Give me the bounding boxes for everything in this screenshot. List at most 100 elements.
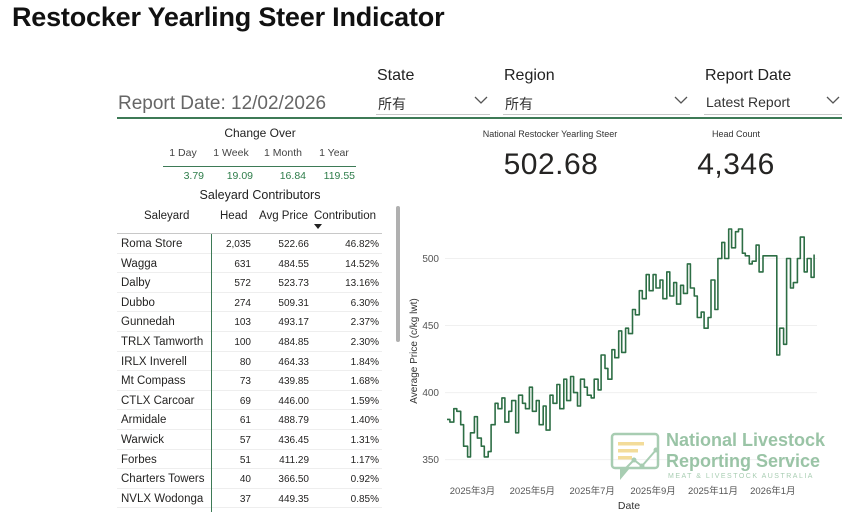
contribution-cell: 6.30% <box>350 297 379 309</box>
table-row[interactable]: Forbes 51 411.29 1.17% <box>117 450 382 470</box>
column-header-contribution[interactable]: Contribution <box>314 210 377 222</box>
contribution-cell: 13.16% <box>345 278 379 290</box>
head-cell: 73 <box>239 376 251 388</box>
table-row[interactable]: Roma Store 2,035 522.66 46.82% <box>117 234 382 254</box>
change-value-1year: 119.55 <box>323 170 355 182</box>
column-header-saleyard[interactable]: Saleyard <box>144 210 190 222</box>
avg-price-cell: 493.17 <box>278 317 309 329</box>
saleyard-name-cell: Mt Compass <box>121 375 186 388</box>
change-header-1year: 1 Year <box>319 147 349 159</box>
contribution-cell: 2.37% <box>350 317 379 329</box>
sort-descending-icon <box>314 224 322 229</box>
x-tick-label: 2025年5月 <box>510 485 555 497</box>
avg-price-cell: 449.35 <box>278 493 309 505</box>
avg-price-cell: 446.00 <box>278 395 309 407</box>
avg-price-cell: 366.50 <box>278 474 309 486</box>
indicator-value: 502.68 <box>503 148 599 181</box>
saleyard-name-cell: NVLX Wodonga <box>121 492 204 505</box>
saleyard-name-cell: Warwick <box>121 434 165 446</box>
change-header-1day: 1 Day <box>169 147 197 159</box>
header-divider <box>117 117 842 119</box>
region-dropdown-value: 所有 <box>505 96 533 112</box>
contribution-cell: 14.52% <box>345 258 379 270</box>
region-dropdown[interactable]: 所有 <box>503 89 690 115</box>
logo-text-line2: Reporting Service <box>666 451 821 471</box>
state-filter-label: State <box>377 67 415 84</box>
saleyard-name-cell: IRLX Inverell <box>121 355 187 368</box>
state-dropdown-value: 所有 <box>378 96 406 112</box>
saleyard-name-cell: TRLX Tamworth <box>121 336 204 348</box>
change-over-title: Change Over <box>224 126 296 140</box>
table-row[interactable]: CTLX Carcoar 69 446.00 1.59% <box>117 391 382 411</box>
saleyard-name-cell: Wagga <box>121 257 158 270</box>
avg-price-cell: 439.85 <box>278 376 309 388</box>
change-value-1day: 3.79 <box>183 170 204 182</box>
y-tick-label: 450 <box>422 321 439 332</box>
y-axis-label: Average Price (c/kg lwt) <box>409 298 420 403</box>
head-cell: 631 <box>234 258 251 270</box>
x-tick-label: 2025年3月 <box>450 485 495 497</box>
state-dropdown[interactable]: 所有 <box>376 89 490 115</box>
contribution-cell: 0.92% <box>350 474 379 486</box>
saleyard-name-cell: Dubbo <box>121 296 155 309</box>
change-value-1week: 19.09 <box>226 170 253 182</box>
table-column-divider <box>211 234 212 512</box>
head-cell: 51 <box>239 454 251 466</box>
saleyard-name-cell: Roma Store <box>121 238 183 250</box>
x-axis-label: Date <box>618 500 640 512</box>
page-title: Restocker Yearling Steer Indicator <box>12 2 445 32</box>
head-cell: 37 <box>239 493 251 505</box>
contribution-cell: 1.31% <box>350 435 379 446</box>
head-cell: 103 <box>234 317 251 329</box>
x-tick-label: 2025年11月 <box>688 485 738 497</box>
table-row[interactable]: IRLX Inverell 80 464.33 1.84% <box>117 352 382 372</box>
head-cell: 61 <box>239 415 251 427</box>
column-header-avg-price[interactable]: Avg Price <box>259 210 309 222</box>
contribution-cell: 1.59% <box>350 395 379 407</box>
report-date-heading: Report Date: 12/02/2026 <box>118 93 327 114</box>
saleyard-name-cell: Dalby <box>121 277 151 290</box>
report-date-filter-label: Report Date <box>705 67 792 84</box>
column-header-head[interactable]: Head <box>220 210 248 222</box>
report-date-dropdown-value: Latest Report <box>706 94 791 110</box>
chevron-down-icon <box>674 96 688 104</box>
contribution-cell: 1.17% <box>350 454 379 466</box>
table-row[interactable]: Dalby 572 523.73 13.16% <box>117 273 382 293</box>
avg-price-cell: 484.55 <box>278 258 309 270</box>
table-row[interactable]: Dubbo 274 509.31 6.30% <box>117 293 382 313</box>
table-row[interactable]: Wagga 631 484.55 14.52% <box>117 254 382 274</box>
avg-price-cell: 484.85 <box>278 337 309 348</box>
avg-price-cell: 411.29 <box>279 454 309 466</box>
nlrs-logo-icon <box>610 432 660 480</box>
saleyard-name-cell: CTLX Carcoar <box>121 394 195 407</box>
table-row[interactable]: NVLX Wodonga 37 449.35 0.85% <box>117 489 382 509</box>
chevron-down-icon <box>474 96 488 104</box>
contribution-cell: 1.84% <box>350 356 379 368</box>
logo-text-line1: National Livestock <box>666 430 826 450</box>
change-header-1week: 1 Week <box>213 147 249 159</box>
price-series-line <box>447 228 815 458</box>
head-cell: 80 <box>239 356 251 368</box>
head-cell: 274 <box>234 297 251 309</box>
change-over-divider <box>163 166 356 167</box>
head-cell: 100 <box>234 337 251 348</box>
table-scrollbar[interactable] <box>396 206 400 342</box>
saleyard-name-cell: Charters Towers <box>121 473 205 486</box>
head-cell: 572 <box>234 278 251 290</box>
head-cell: 57 <box>239 435 251 446</box>
price-line-chart: 350 400 450 500 2025年3月 2025年5月 2025年7月 2025年9月… <box>409 228 817 512</box>
table-row[interactable]: Armidale 61 488.79 1.40% <box>117 410 382 430</box>
head-cell: 2,035 <box>225 239 251 250</box>
table-row[interactable]: Mt Compass 73 439.85 1.68% <box>117 371 382 391</box>
chevron-down-icon <box>826 96 840 104</box>
table-row[interactable]: Warwick 57 436.45 1.31% <box>117 430 382 450</box>
table-row[interactable]: Charters Towers 40 366.50 0.92% <box>117 469 382 489</box>
indicator-label: National Restocker Yearling Steer <box>482 129 618 139</box>
avg-price-cell: 523.73 <box>278 278 309 290</box>
contribution-cell: 0.85% <box>350 493 379 505</box>
x-tick-label: 2025年9月 <box>630 485 675 497</box>
x-tick-label: 2026年1月 <box>750 485 795 497</box>
table-row[interactable]: Gunnedah 103 493.17 2.37% <box>117 312 382 332</box>
report-date-dropdown[interactable]: Latest Report <box>704 89 842 115</box>
table-row[interactable]: TRLX Tamworth 100 484.85 2.30% <box>117 332 382 352</box>
